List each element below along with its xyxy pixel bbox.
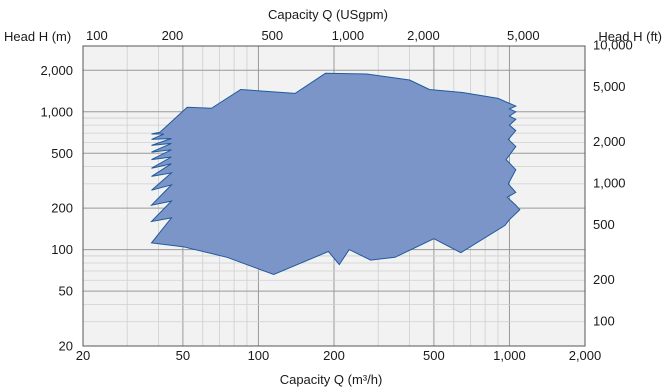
plot-frame [82, 45, 586, 347]
top-axis-title: Capacity Q (USgpm) [268, 7, 388, 22]
top-tick-label: 500 [261, 28, 283, 43]
x-tick-labels: 20 50 100 200 500 1,000 2,000 [76, 348, 602, 363]
y-tick-label: 100 [51, 242, 73, 257]
y-tick-label: 200 [51, 201, 73, 216]
y-tick-label: 50 [59, 284, 73, 299]
y-tick-label: 20 [59, 339, 73, 354]
top-tick-label: 2,000 [407, 28, 440, 43]
y-tick-label: 2,000 [40, 63, 73, 78]
right-tick-label: 100 [593, 313, 615, 328]
y-tick-label: 500 [51, 146, 73, 161]
x-axis-title: Capacity Q (m³/h) [280, 372, 383, 387]
pump-performance-range [149, 72, 521, 276]
y-tick-label: 1,000 [40, 104, 73, 119]
x-tick-label: 50 [176, 348, 190, 363]
y-tick-labels: 20 50 100 200 500 1,000 2,000 [40, 63, 73, 354]
top-tick-labels: 100 200 500 1,000 2,000 5,000 [86, 28, 540, 43]
top-tick-label: 200 [162, 28, 184, 43]
top-tick-label: 5,000 [507, 28, 540, 43]
right-tick-label: 500 [593, 217, 615, 232]
right-tick-label: 200 [593, 272, 615, 287]
right-tick-label: 2,000 [593, 134, 626, 149]
top-tick-label: 100 [86, 28, 108, 43]
right-tick-label: 1,000 [593, 175, 626, 190]
right-axis-title: Head H (ft) [598, 29, 662, 44]
x-tick-label: 100 [248, 348, 270, 363]
right-tick-label: 5,000 [593, 79, 626, 94]
left-axis-title: Head H (m) [4, 29, 71, 44]
x-tick-label: 1,000 [493, 348, 526, 363]
x-tick-label: 200 [323, 348, 345, 363]
right-tick-label: 10,000 [593, 38, 633, 53]
x-tick-label: 500 [423, 348, 445, 363]
x-tick-label: 2,000 [569, 348, 602, 363]
top-tick-label: 1,000 [332, 28, 365, 43]
right-tick-labels: 100 200 500 1,000 2,000 5,000 10,000 [593, 38, 633, 329]
x-tick-label: 20 [76, 348, 90, 363]
